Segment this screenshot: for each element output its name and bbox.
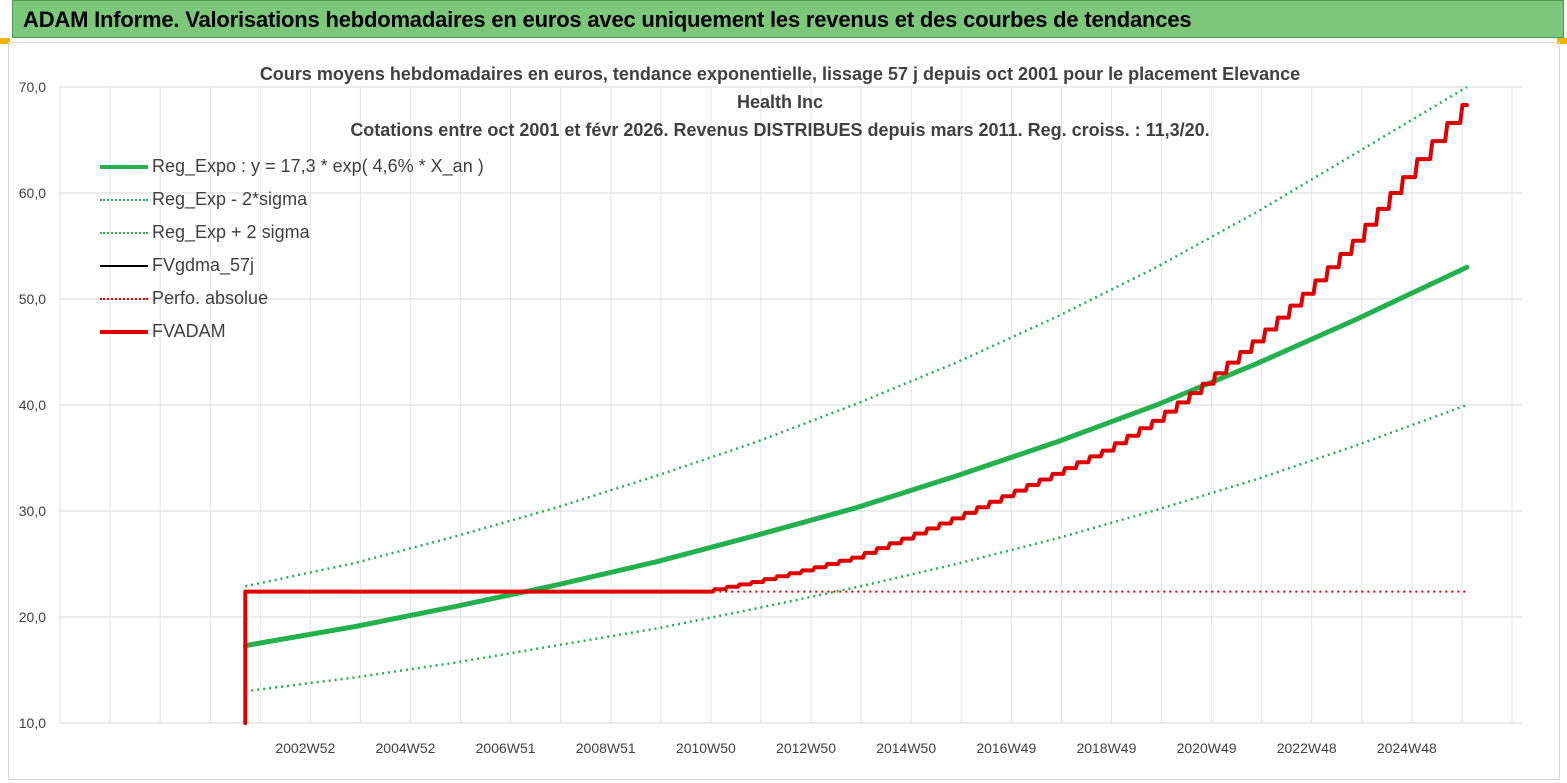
y-tick-label: 50,0 xyxy=(19,291,46,307)
legend-item: Reg_Exp - 2*sigma xyxy=(100,183,484,216)
y-tick-label: 70,0 xyxy=(19,79,46,95)
corner-marker-tl xyxy=(0,38,10,44)
legend-swatch xyxy=(100,297,148,300)
legend-label: Reg_Expo : y = 17,3 * exp( 4,6% * X_an ) xyxy=(152,156,484,176)
y-tick-label: 60,0 xyxy=(19,185,46,201)
chart-title-block: Cours moyens hebdomadaires en euros, ten… xyxy=(230,60,1330,144)
legend-label: Reg_Exp + 2 sigma xyxy=(152,222,310,242)
legend-label: Reg_Exp - 2*sigma xyxy=(152,189,308,209)
x-tick-label: 2002W52 xyxy=(275,740,335,756)
x-tick-label: 2006W51 xyxy=(476,740,536,756)
legend-swatch xyxy=(100,264,148,267)
series-line-5 xyxy=(243,103,1469,725)
y-tick-label: 30,0 xyxy=(19,503,46,519)
x-tick-label: 2024W48 xyxy=(1377,740,1437,756)
y-tick-label: 40,0 xyxy=(19,397,46,413)
legend-item: Reg_Expo : y = 17,3 * exp( 4,6% * X_an ) xyxy=(100,150,484,183)
legend-label: FVgdma_57j xyxy=(152,255,255,275)
legend-swatch xyxy=(100,198,148,201)
series-line-2 xyxy=(245,85,1468,588)
x-tick-label: 2022W48 xyxy=(1277,740,1337,756)
legend-swatch xyxy=(100,329,148,334)
x-tick-label: 2004W52 xyxy=(376,740,436,756)
y-tick-label: 10,0 xyxy=(19,715,46,731)
legend-item: Perfo. absolue xyxy=(100,282,484,315)
x-tick-label: 2008W51 xyxy=(576,740,636,756)
x-tick-label: 2010W50 xyxy=(676,740,736,756)
legend-item: Reg_Exp + 2 sigma xyxy=(100,216,484,249)
report-title: ADAM Informe. Valorisations hebdomadaire… xyxy=(23,7,1192,32)
chart-legend: Reg_Expo : y = 17,3 * exp( 4,6% * X_an )… xyxy=(100,150,484,348)
x-tick-label: 2018W49 xyxy=(1076,740,1136,756)
x-tick-label: 2016W49 xyxy=(976,740,1036,756)
corner-marker-tr xyxy=(1557,38,1567,44)
series-line-1 xyxy=(245,403,1468,693)
report-banner: ADAM Informe. Valorisations hebdomadaire… xyxy=(12,0,1564,38)
chart-title: Cours moyens hebdomadaires en euros, ten… xyxy=(259,64,1301,112)
legend-label: Perfo. absolue xyxy=(152,288,269,308)
chart-frame xyxy=(8,42,1560,780)
legend-swatch xyxy=(100,164,148,169)
legend-item: FVADAM xyxy=(100,315,484,348)
series-line-0 xyxy=(242,264,1470,649)
legend-swatch xyxy=(100,231,148,234)
x-tick-label: 2014W50 xyxy=(876,740,936,756)
legend-label: FVADAM xyxy=(152,321,226,341)
x-tick-label: 2012W50 xyxy=(776,740,836,756)
legend-item: FVgdma_57j xyxy=(100,249,484,282)
x-tick-label: 2020W49 xyxy=(1177,740,1237,756)
y-tick-label: 20,0 xyxy=(19,609,46,625)
chart-subtitle: Cotations entre oct 2001 et févr 2026. R… xyxy=(350,120,1210,140)
